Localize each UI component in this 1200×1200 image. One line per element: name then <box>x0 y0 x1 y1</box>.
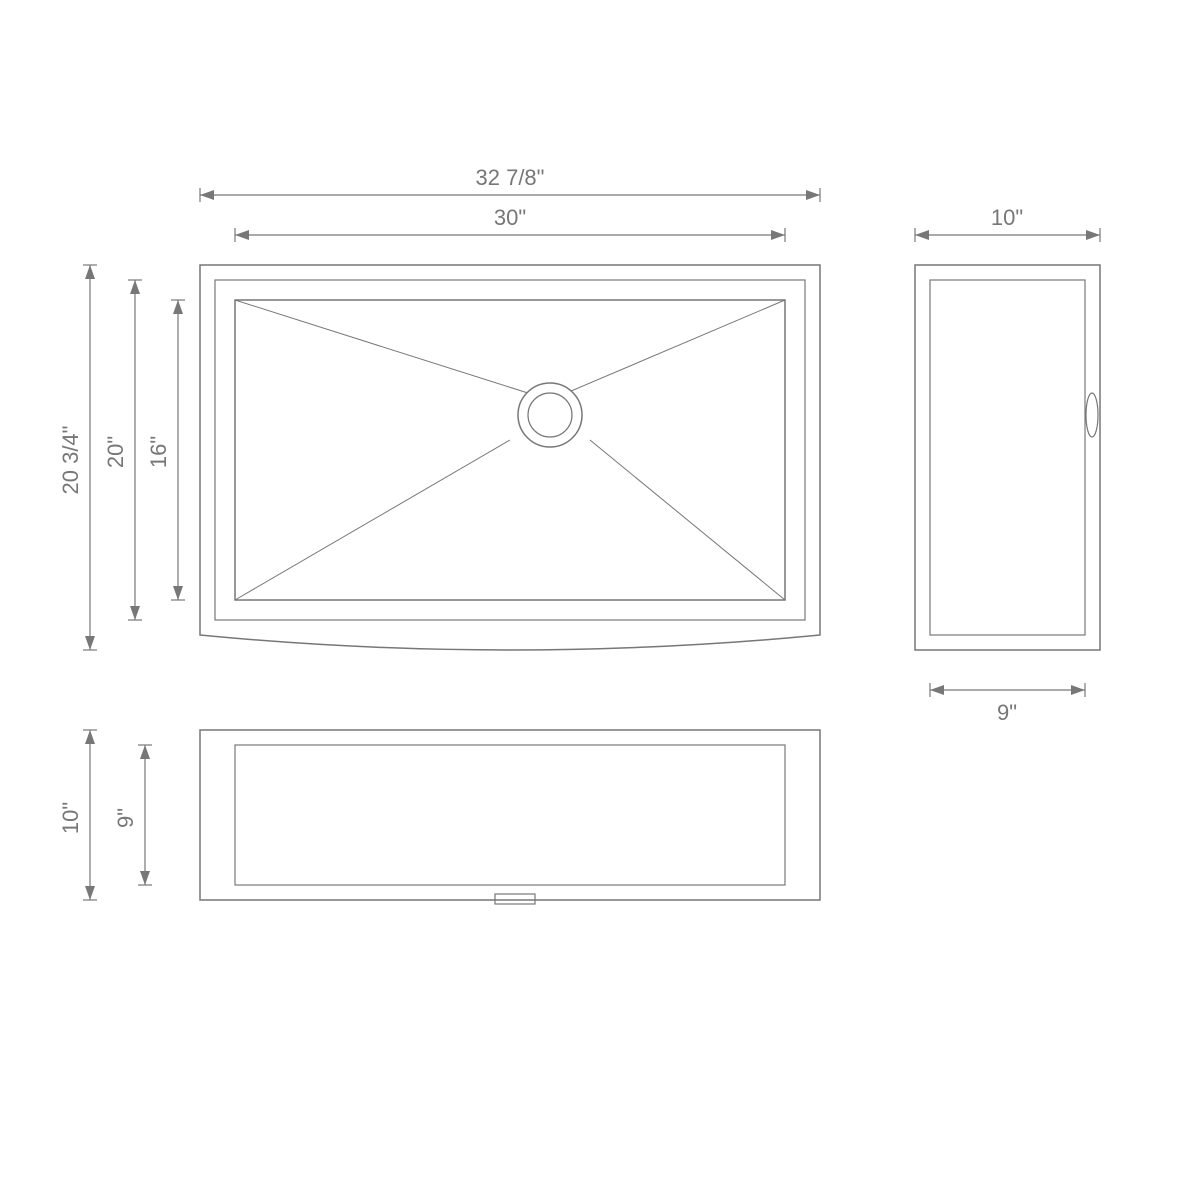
label-top-mid-height: 20" <box>103 436 128 468</box>
sink-technical-drawing: 32 7/8" 30" 20 3/4" 20" <box>0 0 1200 1200</box>
dim-top-inner-height: 16" <box>146 300 185 600</box>
dim-top-outer-height: 20 3/4" <box>58 265 97 650</box>
dim-side-top-width: 10" <box>915 205 1100 242</box>
label-side-bottom-width: 9" <box>997 700 1017 725</box>
dim-front-inner-height: 9" <box>113 745 152 885</box>
label-top-outer-height: 20 3/4" <box>58 426 83 495</box>
dim-top-outer-width: 32 7/8" <box>200 165 820 202</box>
label-side-top-width: 10" <box>991 205 1023 230</box>
label-top-inner-width: 30" <box>494 205 526 230</box>
dim-front-outer-height: 10" <box>58 730 97 900</box>
label-top-outer-width: 32 7/8" <box>476 165 545 190</box>
top-view: 32 7/8" 30" 20 3/4" 20" <box>58 165 820 650</box>
dim-top-inner-width: 30" <box>235 205 785 242</box>
dim-side-bottom-width: 9" <box>930 683 1085 725</box>
label-front-outer-height: 10" <box>58 802 83 834</box>
label-front-inner-height: 9" <box>113 808 138 828</box>
label-top-inner-height: 16" <box>146 436 171 468</box>
dim-top-mid-height: 20" <box>103 280 142 620</box>
side-view: 10" 9" <box>915 205 1100 725</box>
front-view: 10" 9" <box>58 730 820 904</box>
